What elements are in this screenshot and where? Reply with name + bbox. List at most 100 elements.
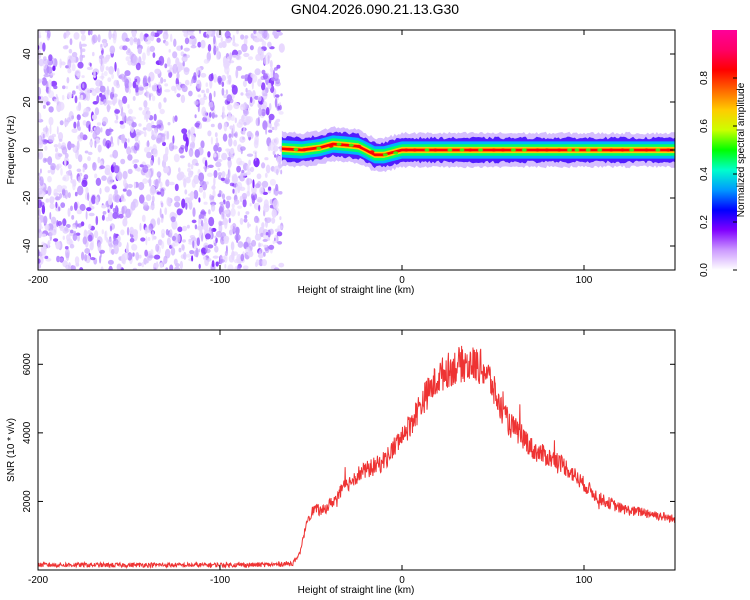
noise-speckle <box>276 64 281 69</box>
noise-speckle <box>196 237 200 247</box>
noise-speckle <box>125 37 130 42</box>
noise-speckle <box>100 127 103 133</box>
noise-speckle <box>108 265 113 270</box>
noise-speckle <box>91 88 97 97</box>
noise-speckle <box>89 62 92 67</box>
noise-speckle <box>240 253 245 262</box>
signal-spot <box>382 153 388 157</box>
noise-speckle <box>173 153 180 163</box>
noise-speckle <box>164 207 168 215</box>
signal-spot <box>574 148 580 152</box>
noise-speckle <box>217 146 222 153</box>
spectrogram-xtick-label: 0 <box>399 275 405 286</box>
noise-speckle <box>94 230 99 239</box>
colorbar-tick-label: 0.0 <box>699 263 710 277</box>
noise-speckle <box>205 233 211 240</box>
noise-speckle <box>262 101 268 110</box>
noise-speckle <box>219 259 225 263</box>
noise-speckle <box>267 55 270 64</box>
noise-speckle <box>81 34 86 42</box>
noise-speckle <box>198 172 205 182</box>
noise-speckle <box>278 111 284 115</box>
noise-speckle <box>71 63 76 72</box>
noise-speckle <box>244 35 249 39</box>
noise-speckle <box>279 146 283 152</box>
noise-speckle <box>43 139 49 143</box>
noise-speckle <box>268 244 275 250</box>
noise-speckle <box>233 199 240 205</box>
noise-speckle <box>265 107 270 116</box>
noise-speckle <box>191 178 196 188</box>
noise-speckle <box>188 193 193 197</box>
noise-speckle <box>163 97 167 103</box>
noise-speckle <box>48 116 54 126</box>
noise-speckle <box>267 41 272 48</box>
signal-spot <box>521 148 527 152</box>
noise-speckle <box>73 121 77 129</box>
noise-speckle <box>256 173 262 180</box>
noise-speckle <box>265 217 272 224</box>
noise-speckle <box>79 41 82 50</box>
noise-speckle <box>242 198 247 208</box>
noise-speckle <box>209 112 212 118</box>
noise-speckle <box>210 123 215 128</box>
noise-speckle <box>202 256 207 260</box>
noise-speckle <box>125 56 130 62</box>
noise-speckle <box>227 156 231 161</box>
noise-speckle <box>278 191 283 195</box>
noise-speckle <box>91 114 98 120</box>
noise-speckle <box>151 121 154 125</box>
noise-speckle <box>111 73 114 80</box>
noise-speckle <box>119 123 126 129</box>
noise-speckle <box>261 180 269 188</box>
noise-speckle <box>246 131 253 138</box>
noise-speckle <box>114 152 118 157</box>
noise-speckle <box>105 140 112 149</box>
noise-speckle <box>273 73 280 79</box>
noise-speckle <box>106 104 110 113</box>
noise-speckle <box>38 87 42 96</box>
noise-speckle <box>215 230 223 238</box>
noise-speckle <box>38 34 42 39</box>
noise-speckle <box>49 212 52 220</box>
signal-spot <box>556 148 562 152</box>
noise-speckle <box>109 45 116 54</box>
noise-speckle <box>208 73 214 82</box>
noise-speckle <box>184 197 190 202</box>
noise-speckle <box>185 202 188 210</box>
noise-speckle <box>169 264 174 270</box>
noise-speckle <box>206 51 211 62</box>
noise-speckle <box>229 52 233 61</box>
noise-speckle <box>88 212 95 217</box>
noise-speckle <box>232 34 236 44</box>
signal-spot <box>336 142 342 146</box>
noise-speckle <box>133 181 136 189</box>
noise-speckle <box>192 207 196 218</box>
noise-speckle <box>106 176 114 185</box>
noise-speckle <box>122 95 128 104</box>
noise-speckle <box>194 122 201 128</box>
noise-speckle <box>140 237 146 242</box>
noise-speckle <box>181 55 188 63</box>
noise-speckle <box>265 232 269 236</box>
noise-speckle <box>99 85 106 93</box>
noise-speckle <box>258 242 261 248</box>
noise-speckle <box>194 224 198 230</box>
noise-speckle <box>136 132 141 136</box>
noise-speckle <box>143 257 148 265</box>
noise-speckle <box>174 195 181 202</box>
noise-speckle <box>82 236 88 245</box>
noise-speckle <box>226 195 232 201</box>
noise-speckle <box>255 259 260 266</box>
noise-speckle <box>131 243 138 251</box>
noise-speckle <box>94 140 97 149</box>
noise-speckle <box>119 120 124 125</box>
noise-speckle <box>226 94 233 102</box>
noise-speckle <box>44 145 48 151</box>
noise-speckle <box>81 75 85 79</box>
noise-speckle <box>138 254 142 259</box>
noise-speckle <box>261 69 266 75</box>
noise-speckle <box>243 52 250 58</box>
noise-speckle <box>106 237 109 243</box>
noise-speckle <box>190 126 196 136</box>
